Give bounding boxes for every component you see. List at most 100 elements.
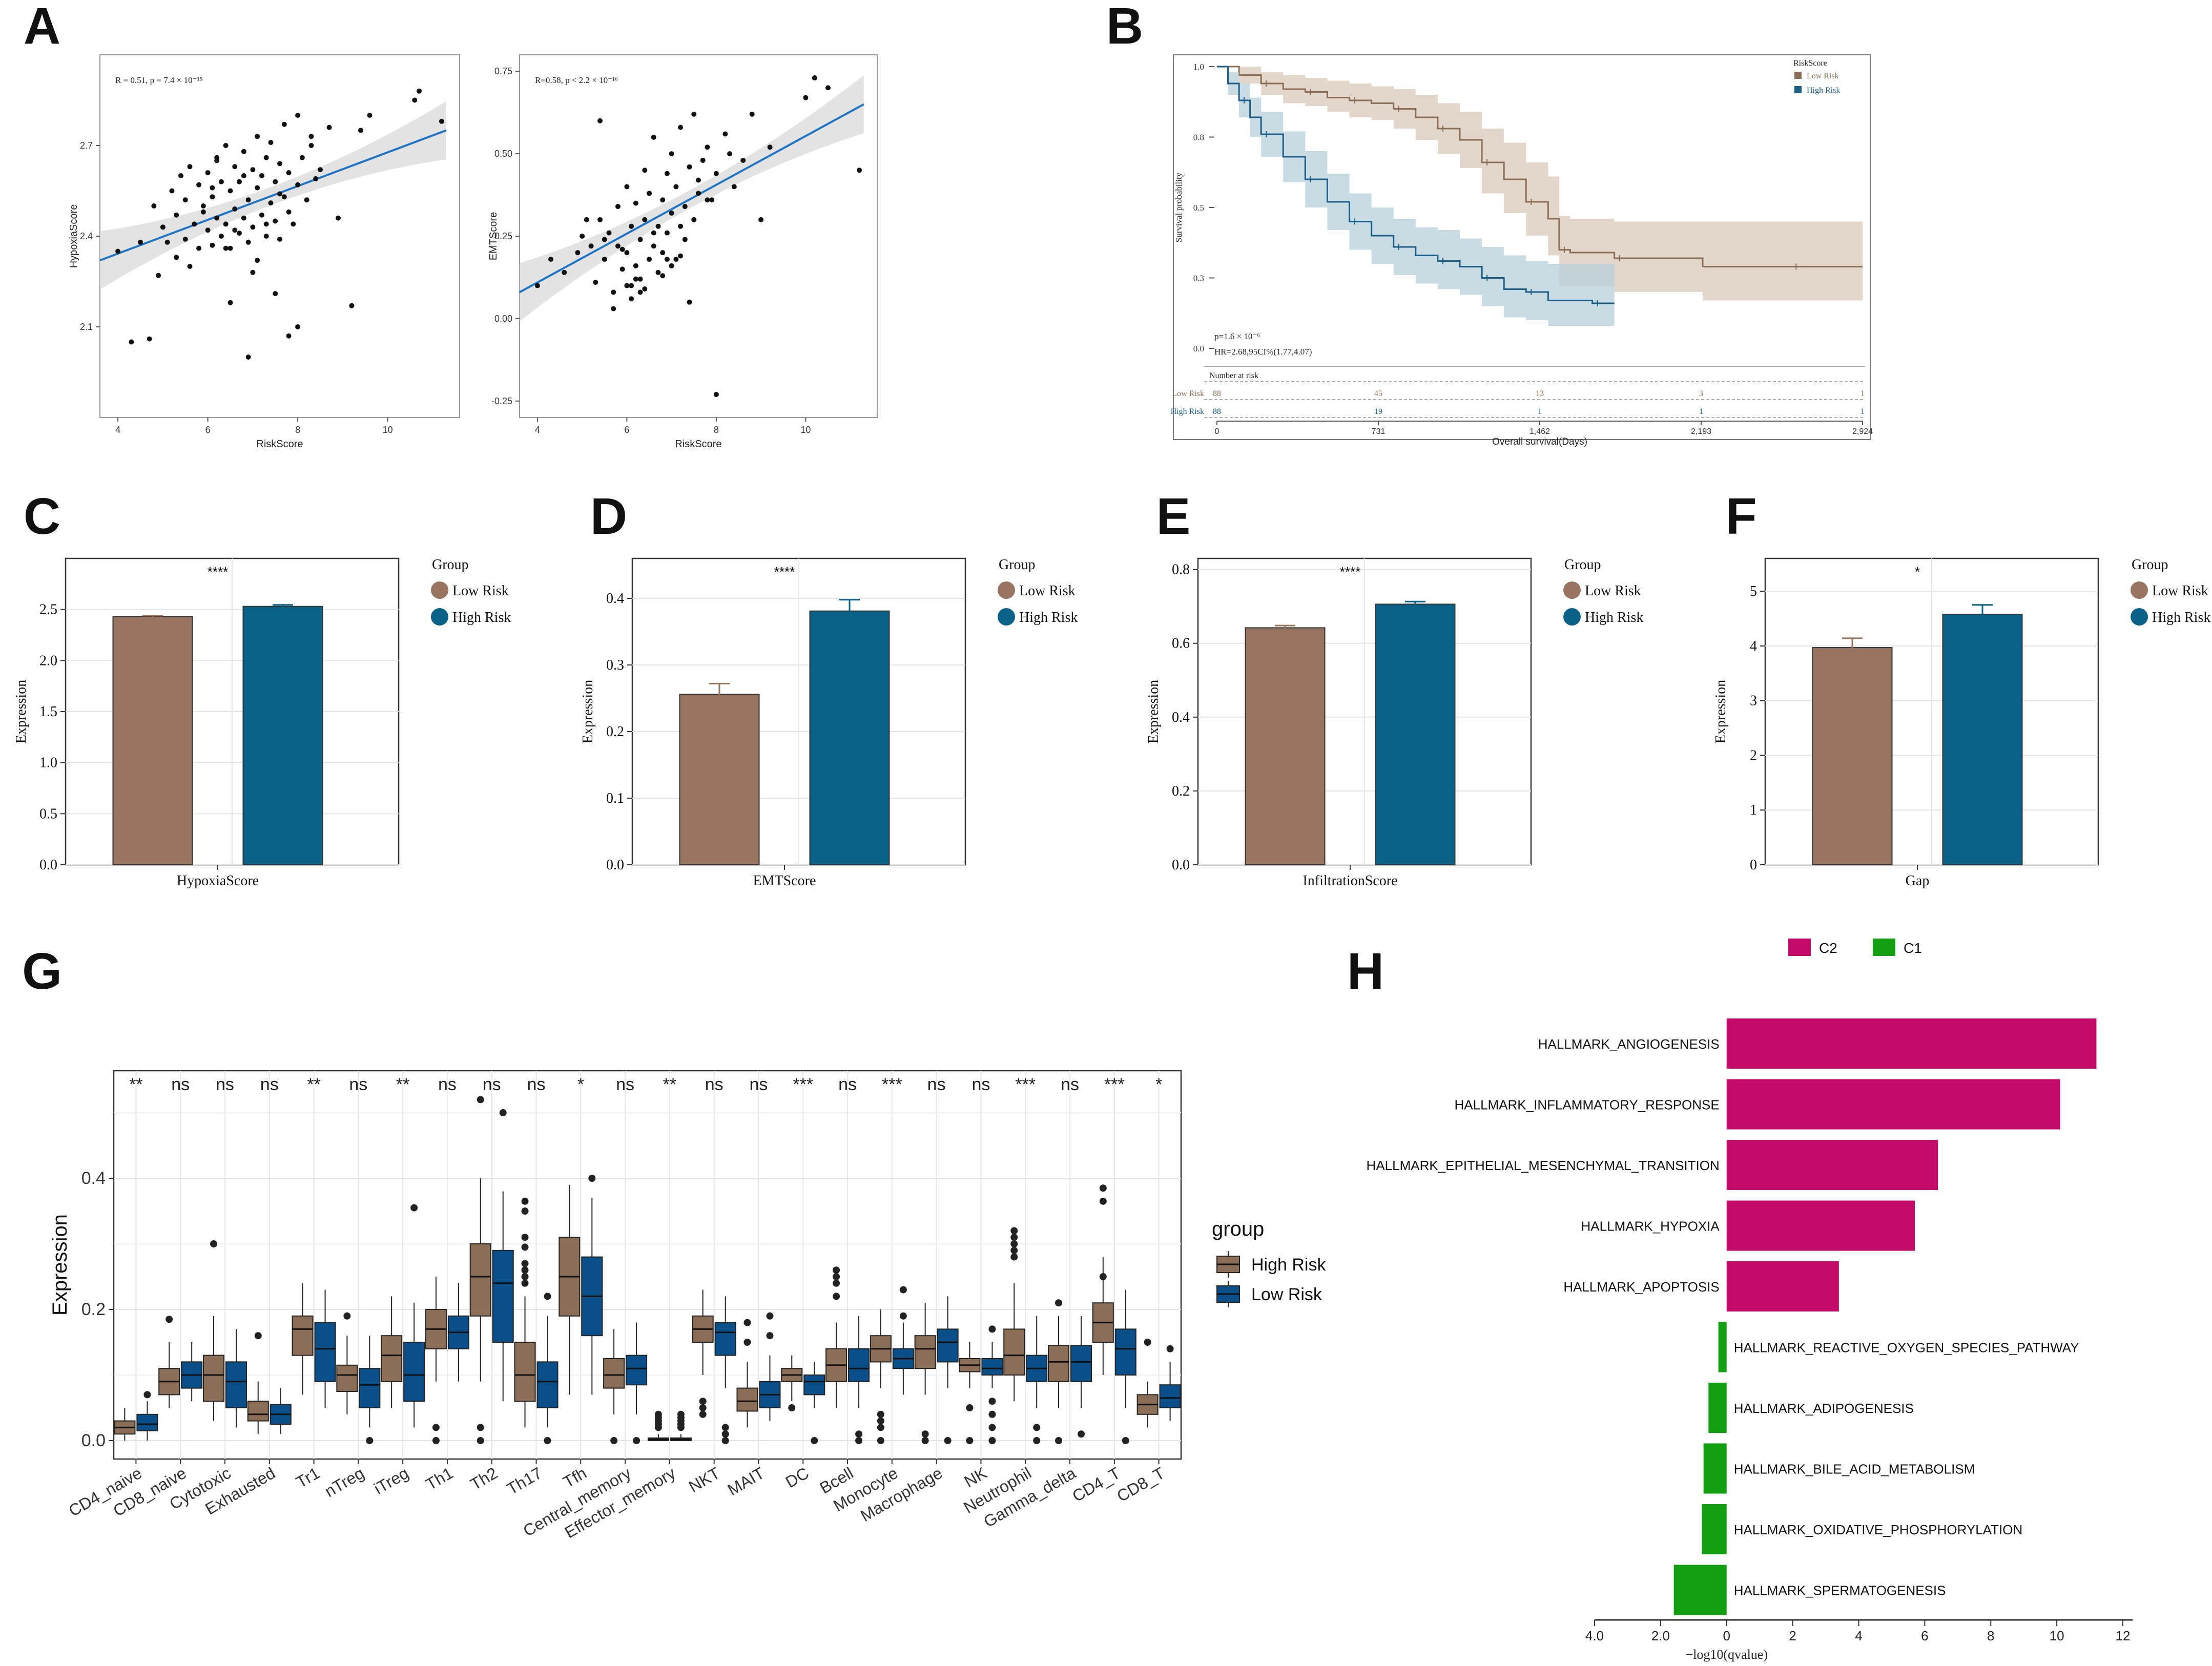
outlier-point (588, 1175, 596, 1182)
data-point (286, 170, 292, 176)
data-point (709, 197, 715, 203)
box (1159, 1384, 1181, 1408)
data-point (200, 203, 206, 209)
pathway-label: HALLMARK_APOPTOSIS (1563, 1279, 1719, 1295)
significance-label: ** (307, 1075, 320, 1094)
bar-panel-C: 0.0 0.5 1.0 1.5 2.0 2.5 **** HypoxiaScore Expres… (13, 557, 511, 889)
y-tick-label: 5 (1750, 584, 1757, 599)
legend-label: C1 (1904, 940, 1922, 956)
data-point (691, 111, 697, 117)
data-point (696, 191, 701, 196)
data-point (660, 273, 666, 279)
x-tick-label: 0 (1215, 427, 1219, 436)
x-tick-label: 2,193 (1691, 427, 1711, 436)
legend-label: Low Risk (1585, 583, 1641, 599)
data-point (660, 197, 666, 203)
risk-count: 1 (1538, 407, 1542, 416)
legend-label: High Risk (2152, 610, 2210, 626)
correlation-annotation: R=0.58, p < 2.2 × 10⁻¹⁶ (535, 75, 618, 85)
data-point (317, 167, 323, 173)
outlier-point (521, 1207, 529, 1215)
box (803, 1375, 825, 1396)
y-tick-label: 0.4 (606, 591, 624, 607)
panel-letter: A (24, 0, 60, 55)
outlier-point (477, 1437, 484, 1444)
significance-label: ns (616, 1075, 634, 1094)
data-point (727, 151, 733, 157)
outlier-point (1033, 1437, 1041, 1444)
outlier-point (877, 1437, 884, 1444)
outlier-point (988, 1424, 996, 1431)
legend-swatch (431, 581, 448, 599)
outlier-point (1055, 1437, 1063, 1444)
outlier-point (499, 1109, 507, 1116)
x-tick-label: 4 (115, 425, 120, 435)
data-point (367, 113, 373, 118)
data-point (705, 197, 710, 203)
y-tick-label: 0.0 (39, 857, 57, 873)
data-point (619, 266, 625, 272)
x-tick-label: 10 (383, 425, 393, 435)
outlier-point (877, 1417, 884, 1425)
outlier-point (143, 1391, 151, 1399)
data-point (803, 95, 809, 100)
data-point (417, 88, 422, 94)
y-axis-label: Expression (580, 680, 596, 743)
outlier-point (432, 1424, 440, 1431)
risk-count: 45 (1374, 389, 1382, 398)
data-point (277, 161, 282, 166)
outlier-point (521, 1243, 529, 1251)
legend-label: C2 (1819, 940, 1837, 956)
significance-label: ns (527, 1075, 546, 1094)
x-tick-label: 12 (2116, 1628, 2131, 1643)
data-point (673, 184, 679, 190)
panel-letter: E (1156, 488, 1191, 545)
data-point (187, 164, 193, 170)
data-point (277, 236, 282, 242)
data-point (575, 250, 581, 256)
outlier-point (654, 1424, 662, 1431)
risk-count: 1 (1699, 407, 1703, 416)
data-point (196, 182, 202, 188)
data-point (713, 171, 719, 176)
y-tick-label: 0.8 (1193, 133, 1204, 142)
outlier-point (521, 1260, 529, 1267)
data-point (624, 283, 630, 288)
significance-label: ns (260, 1075, 279, 1094)
regression-line (99, 129, 447, 262)
panel-letter: C (24, 488, 60, 545)
risk-table-title: Number at risk (1209, 371, 1258, 380)
outlier-point (1078, 1430, 1085, 1438)
data-point (669, 210, 674, 216)
data-point (250, 224, 256, 230)
significance-label: ns (438, 1075, 457, 1094)
scatter-A1: 4 6 8 10 2.1 2.4 2.7 RiskScore HypoxiaScore R = 0… (68, 54, 460, 450)
y-tick-label: 0.4 (81, 1169, 106, 1188)
pathway-label: HALLMARK_HYPOXIA (1581, 1219, 1720, 1234)
data-point (237, 231, 242, 236)
pathway-label: HALLMARK_SPERMATOGENESIS (1734, 1583, 1946, 1598)
significance-label: ** (396, 1075, 409, 1094)
data-point (669, 151, 674, 157)
x-tick-label: 4.0 (1585, 1628, 1604, 1643)
y-tick-label: 0.0 (606, 857, 624, 873)
risk-row-label: High Risk (1171, 407, 1204, 416)
outlier-point (1099, 1197, 1107, 1205)
data-point (182, 236, 188, 242)
y-axis-label: Expression (13, 680, 29, 743)
data-point (767, 144, 773, 150)
pathway-label: HALLMARK_REACTIVE_OXYGEN_SPECIES_PATHWAY (1734, 1340, 2079, 1356)
box (626, 1355, 648, 1386)
data-point (115, 248, 121, 254)
outlier-point (721, 1430, 729, 1438)
outlier-point (921, 1437, 929, 1444)
data-point (664, 171, 670, 176)
data-point (731, 184, 737, 190)
data-point (682, 204, 688, 210)
y-tick-label: 1.5 (39, 704, 57, 720)
outlier-point (721, 1437, 729, 1444)
data-point (273, 218, 278, 224)
y-tick-label: 1.0 (39, 755, 57, 771)
significance-label: *** (882, 1075, 902, 1094)
